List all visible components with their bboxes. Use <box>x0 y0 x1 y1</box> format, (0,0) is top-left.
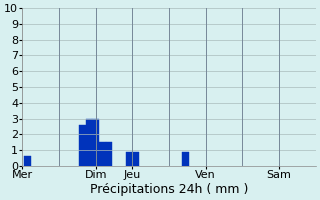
Bar <box>92 119 99 166</box>
Bar <box>106 142 112 166</box>
Bar <box>126 152 132 166</box>
Bar <box>86 119 92 166</box>
Bar <box>99 142 106 166</box>
Bar <box>132 152 139 166</box>
Bar <box>182 152 188 166</box>
Bar <box>24 156 31 166</box>
X-axis label: Précipitations 24h ( mm ): Précipitations 24h ( mm ) <box>90 183 248 196</box>
Bar <box>79 125 86 166</box>
